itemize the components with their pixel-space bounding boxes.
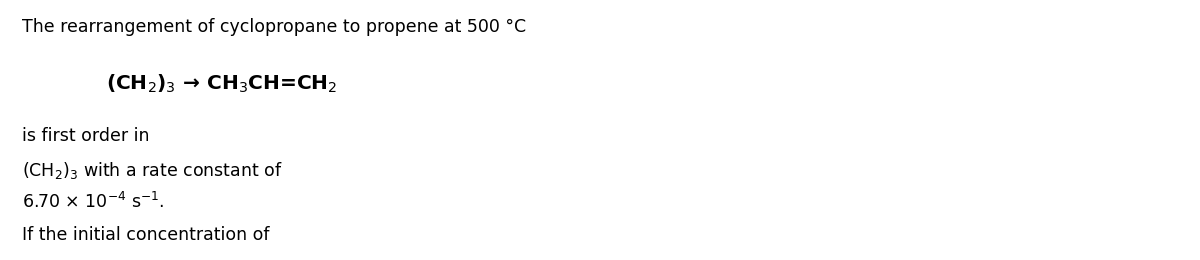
Text: (CH$_2$)$_3$ is 0.0297 M, the concentration of: (CH$_2$)$_3$ is 0.0297 M, the concentrat… xyxy=(22,259,373,260)
Text: (CH$_2$)$_3$ with a rate constant of: (CH$_2$)$_3$ with a rate constant of xyxy=(22,160,282,181)
Text: is first order in: is first order in xyxy=(22,127,149,145)
Text: If the initial concentration of: If the initial concentration of xyxy=(22,226,269,244)
Text: 6.70 × 10$^{-4}$ s$^{-1}$.: 6.70 × 10$^{-4}$ s$^{-1}$. xyxy=(22,192,164,212)
Text: The rearrangement of cyclopropane to propene at 500 °C: The rearrangement of cyclopropane to pro… xyxy=(22,18,526,36)
Text: (CH$_2$)$_3$ → CH$_3$CH=CH$_2$: (CH$_2$)$_3$ → CH$_3$CH=CH$_2$ xyxy=(106,73,337,95)
